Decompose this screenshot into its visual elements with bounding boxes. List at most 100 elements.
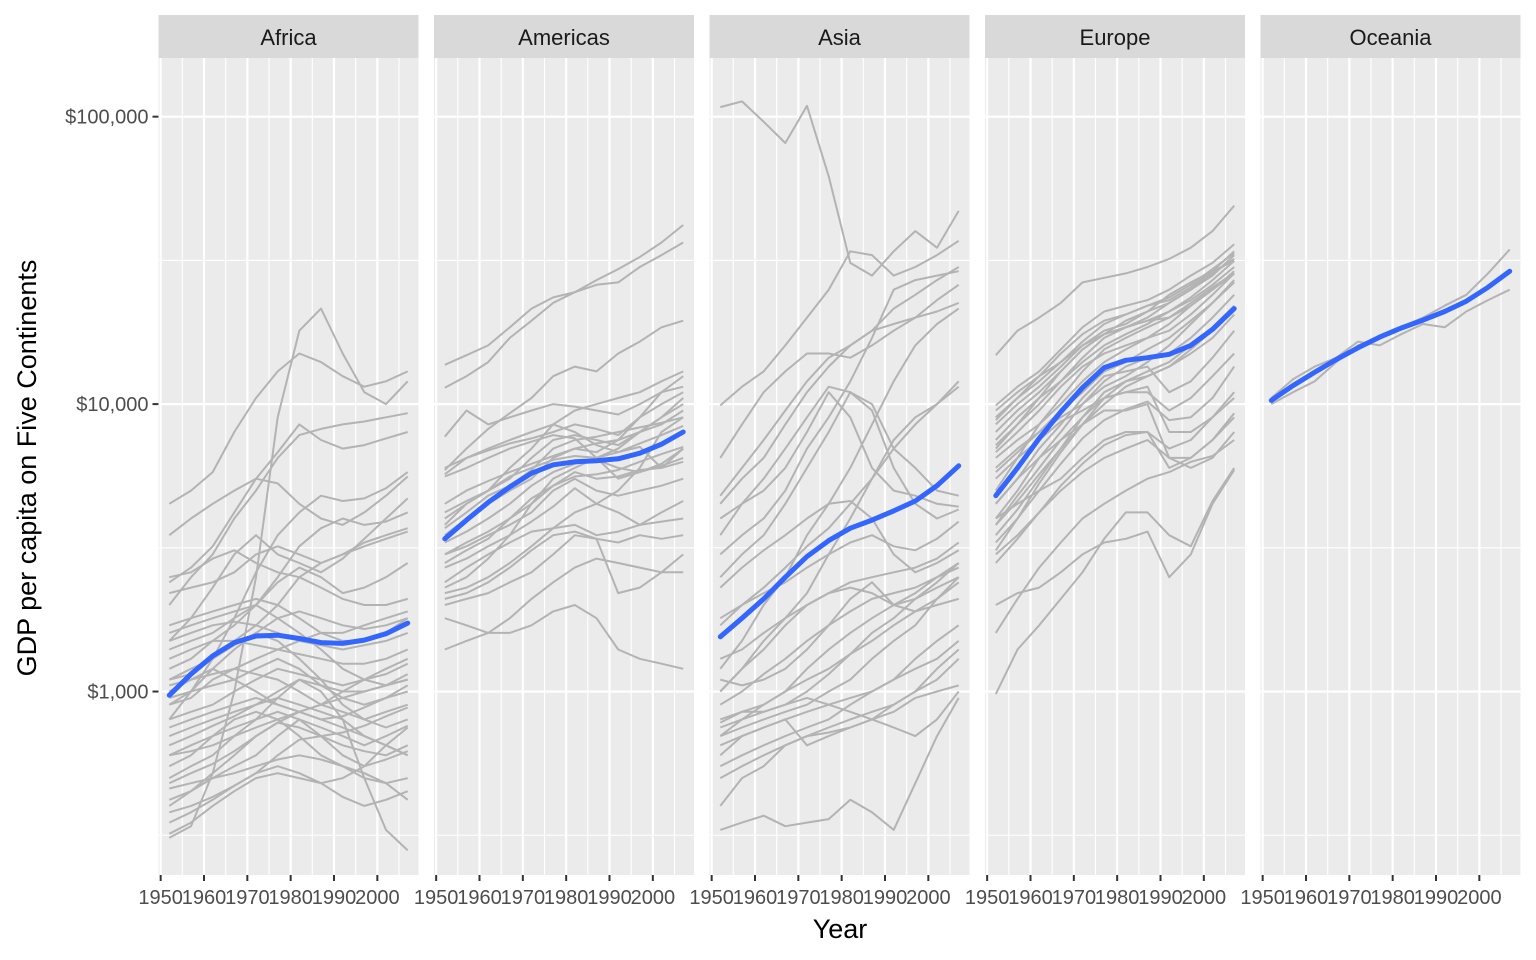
panel-background (709, 58, 970, 875)
facet-strip (985, 15, 1245, 58)
x-tick-label: 1950 (689, 887, 734, 909)
country-series-line (169, 754, 409, 801)
country-series-line (719, 520, 960, 620)
country-series-line (719, 385, 960, 627)
country-series-line (719, 301, 960, 497)
x-tick-label: 2000 (355, 887, 400, 909)
country-series-line (168, 475, 409, 584)
country-series-line (1270, 288, 1511, 399)
facet-strip-label: Africa (260, 25, 317, 50)
country-series-line (169, 657, 408, 706)
facet-panels: Africa195019601970198019902000Americas19… (138, 15, 1521, 909)
x-tick-label: 1990 (863, 887, 908, 909)
country-series-line (168, 631, 409, 729)
x-tick-label: 1950 (138, 887, 183, 909)
country-series-line (719, 697, 960, 831)
x-tick-label: 1950 (1240, 887, 1285, 909)
country-series-line (719, 581, 960, 737)
country-series-line (719, 500, 960, 589)
country-series-line (995, 281, 1235, 473)
country-series-line (168, 726, 409, 835)
country-series-line (719, 576, 960, 738)
country-series-line (444, 530, 684, 600)
facet-strip (434, 15, 694, 58)
x-tick-label: 1960 (457, 887, 502, 909)
x-tick-label: 1980 (544, 887, 589, 909)
country-series-line (168, 497, 409, 642)
x-tick-label: 1950 (414, 887, 459, 909)
country-series-line (719, 307, 960, 670)
country-series-line (168, 423, 408, 536)
country-series-line (995, 313, 1235, 536)
x-tick-label: 2000 (1182, 887, 1227, 909)
country-series-line (994, 439, 1235, 634)
x-tick-label: 1970 (776, 887, 821, 909)
country-series-line (444, 375, 684, 469)
smoothed-trend-line (993, 306, 1237, 499)
country-series-line (995, 330, 1235, 505)
x-tick-label: 1960 (182, 887, 227, 909)
facet-strip (158, 15, 419, 58)
country-series-line (444, 241, 684, 366)
country-series-line (995, 254, 1235, 446)
x-tick-label: 1990 (1138, 887, 1183, 909)
country-series-line (168, 765, 409, 824)
country-series-line (168, 352, 409, 505)
x-tick-label: 1970 (225, 887, 270, 909)
x-tick-label: 1960 (1284, 887, 1329, 909)
country-series-line (995, 403, 1235, 505)
country-series-line (444, 416, 684, 530)
country-series-line (444, 500, 684, 584)
country-series-line (168, 710, 408, 785)
country-series-line (994, 272, 1235, 492)
country-series-line (720, 100, 960, 277)
country-series-line (168, 721, 409, 807)
country-series-line (444, 416, 684, 595)
country-series-line (168, 511, 409, 651)
x-axis-title: Year (813, 914, 868, 944)
country-series-line (995, 366, 1236, 544)
country-series-line (444, 557, 684, 651)
country-series-line (719, 576, 960, 693)
y-axis-title: GDP per capita on Five Continents (12, 260, 42, 677)
x-tick-label: 1990 (587, 887, 632, 909)
country-series-line (444, 477, 684, 556)
country-series-line (169, 530, 409, 595)
country-series-line (719, 266, 960, 505)
country-series-line (719, 658, 960, 779)
facet-strip-label: Europe (1080, 25, 1151, 50)
country-series-line (168, 678, 409, 852)
x-tick-label: 1990 (312, 887, 357, 909)
country-series-line (168, 562, 409, 670)
facet-strip (709, 15, 970, 58)
country-series-line (719, 541, 960, 660)
country-series-line (719, 624, 960, 768)
x-tick-label: 1950 (965, 887, 1010, 909)
country-series-line (719, 270, 959, 556)
x-tick-label: 2000 (1457, 887, 1502, 909)
country-series-line (995, 266, 1235, 441)
country-series-line (444, 385, 684, 438)
country-series-line (994, 467, 1236, 695)
country-series-line (719, 562, 960, 721)
panel-background (158, 58, 419, 875)
facet-strip-label: Americas (518, 25, 610, 50)
country-series-line (444, 604, 684, 670)
x-tick-label: 2000 (906, 887, 951, 909)
country-series-line (719, 385, 959, 536)
country-series-line (168, 667, 409, 757)
x-tick-label: 1980 (1095, 887, 1140, 909)
country-series-line (719, 239, 960, 407)
y-tick-label: $1,000 (87, 682, 148, 704)
x-tick-label: 1980 (1370, 887, 1415, 909)
country-series-line (995, 250, 1235, 419)
country-series-line (444, 224, 684, 389)
country-series-line (995, 260, 1235, 433)
x-tick-label: 1960 (1008, 887, 1053, 909)
country-series-line (995, 307, 1235, 526)
